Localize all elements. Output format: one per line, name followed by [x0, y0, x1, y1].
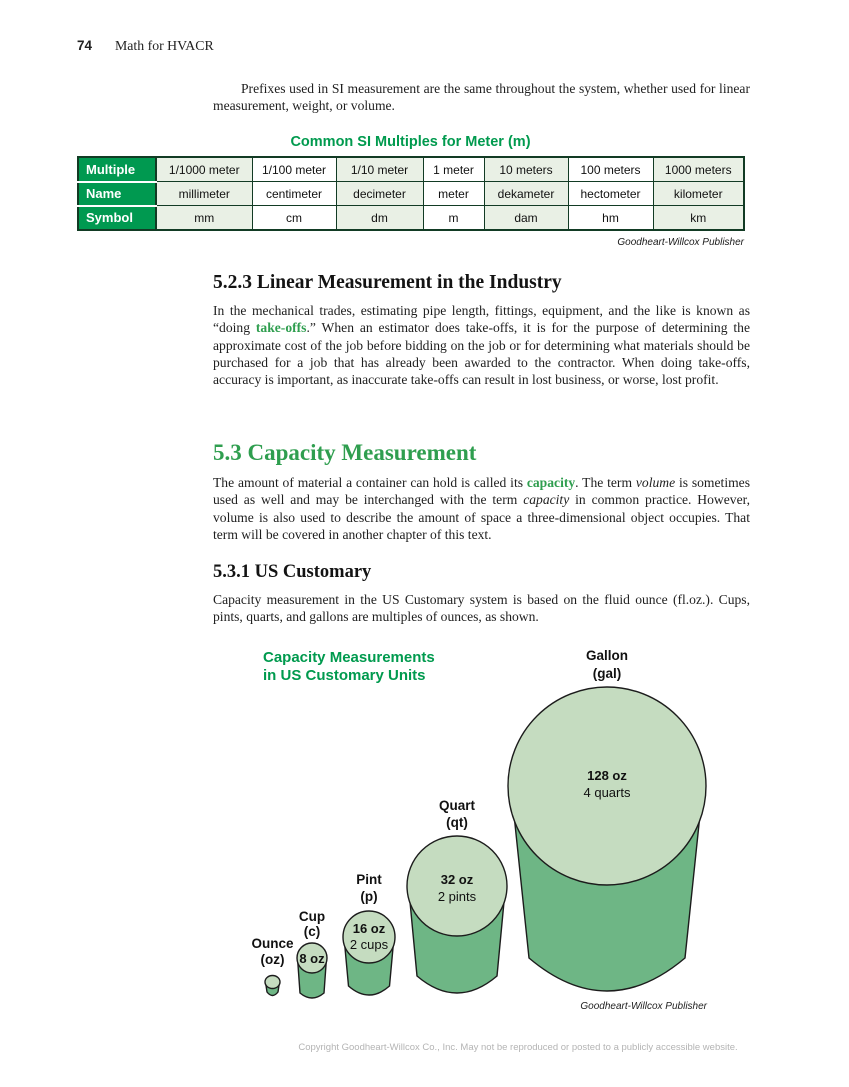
- italic-term-volume: volume: [635, 475, 676, 490]
- container-name: Ounce: [251, 936, 294, 951]
- table-cell: decimeter: [335, 181, 424, 206]
- figure-title-line2: in US Customary Units: [263, 667, 426, 684]
- container-abbr: (qt): [446, 815, 468, 830]
- table-cell: 1/10 meter: [335, 156, 424, 182]
- container-abbr: (p): [360, 889, 377, 904]
- table-cell: hm: [567, 205, 654, 231]
- container-equivalent: 4 quarts: [584, 785, 631, 800]
- container-abbr: (oz): [261, 952, 285, 967]
- pint-cylinder: Pint (p) 16 oz 2 cups: [342, 872, 396, 996]
- container-equivalent: 2 pints: [438, 889, 477, 904]
- cylinder-top: [296, 942, 328, 974]
- container-name: Cup: [299, 909, 325, 924]
- row-header-symbol: Symbol: [77, 204, 157, 231]
- figure-attribution: Goodheart-Willcox Publisher: [580, 1001, 707, 1012]
- capacity-paragraph: The amount of material a container can h…: [213, 474, 750, 543]
- cylinder-top: [507, 686, 707, 886]
- table-cell: m: [422, 205, 485, 231]
- table-cell: 100 meters: [567, 156, 654, 182]
- key-term-capacity: capacity: [526, 475, 576, 490]
- container-name: Pint: [356, 872, 382, 887]
- table-cell: dm: [335, 205, 424, 231]
- table-cell: kilometer: [652, 181, 745, 206]
- table-cell: dekameter: [483, 181, 569, 206]
- paragraph-text: .” When an estimator does take-offs, it …: [213, 320, 750, 388]
- key-term-take-offs: take-offs: [255, 320, 307, 336]
- paragraph-text: is sometimes used as well and may be int…: [213, 475, 750, 508]
- table-cell: 1/1000 meter: [155, 156, 253, 182]
- linear-paragraph: In the mechanical trades, estimating pip…: [213, 302, 750, 388]
- paragraph-text: . The term: [575, 475, 636, 490]
- container-ounces: 8 oz: [299, 951, 325, 966]
- table-cell: meter: [422, 181, 485, 206]
- container-ounces: 32 oz: [441, 872, 474, 887]
- table-cell: mm: [155, 205, 253, 231]
- table-cell: millimeter: [155, 181, 253, 206]
- cup-cylinder: Cup (c) 8 oz: [296, 909, 328, 999]
- running-head: 74 Math for HVACR: [77, 38, 214, 54]
- italic-term-capacity: capacity: [523, 492, 570, 508]
- container-equivalent: 2 cups: [350, 937, 389, 952]
- table-row: Multiple 1/1000 meter 1/100 meter 1/10 m…: [77, 156, 745, 183]
- table-cell: km: [652, 205, 745, 231]
- paragraph-text: in common practice. However, volume is a…: [213, 492, 750, 542]
- cylinder-top: [264, 974, 281, 990]
- table-cell: dam: [483, 205, 569, 231]
- figure-title-line1: Capacity Measurements: [263, 649, 435, 666]
- copyright-footer: Copyright Goodheart-Willcox Co., Inc. Ma…: [298, 1042, 738, 1053]
- gallon-cylinder: Gallon (gal) 128 oz 4 quarts: [507, 648, 707, 992]
- quart-cylinder: Quart (qt) 32 oz 2 pints: [406, 798, 508, 994]
- intro-paragraph: Prefixes used in SI measurement are the …: [213, 81, 750, 114]
- table-cell: hectometer: [567, 181, 654, 206]
- table-cell: 1000 meters: [652, 156, 745, 182]
- capacity-figure: Capacity Measurements in US Customary Un…: [251, 648, 707, 1012]
- container-abbr: (gal): [593, 666, 622, 681]
- table-title: Common SI Multiples for Meter (m): [290, 134, 531, 150]
- section-heading-5-3-1: 5.3.1 US Customary: [213, 562, 372, 582]
- cylinder-top: [406, 835, 508, 937]
- container-name: Gallon: [586, 648, 628, 663]
- section-heading-5-3: 5.3 Capacity Measurement: [213, 440, 477, 465]
- table-cell: 1 meter: [422, 156, 485, 182]
- container-name: Quart: [439, 798, 476, 813]
- table-attribution: Goodheart-Willcox Publisher: [617, 237, 744, 248]
- container-ounces: 128 oz: [587, 768, 627, 783]
- row-header-name: Name: [77, 180, 157, 207]
- row-header-multiple: Multiple: [77, 156, 157, 183]
- us-customary-paragraph: Capacity measurement in the US Customary…: [213, 592, 750, 625]
- si-multiples-table: Multiple 1/1000 meter 1/100 meter 1/10 m…: [77, 156, 745, 231]
- section-heading-5-2-3: 5.2.3 Linear Measurement in the Industry: [213, 272, 562, 293]
- ounce-cylinder: Ounce (oz): [251, 936, 294, 997]
- container-ounces: 16 oz: [353, 921, 386, 936]
- book-title: Math for HVACR: [115, 38, 214, 53]
- table-cell: 1/100 meter: [251, 156, 337, 182]
- table-row: Symbol mm cm dm m dam hm km: [77, 204, 745, 231]
- paragraph-text: The amount of material a container can h…: [213, 475, 527, 490]
- table-cell: 10 meters: [483, 156, 569, 182]
- table-cell: cm: [251, 205, 337, 231]
- cylinder-top: [342, 910, 396, 964]
- table-cell: centimeter: [251, 181, 337, 206]
- paragraph-text: In the mechanical trades, estimating pip…: [213, 303, 750, 336]
- container-abbr: (c): [304, 924, 321, 939]
- table-row: Name millimeter centimeter decimeter met…: [77, 180, 745, 207]
- page-number: 74: [77, 38, 93, 53]
